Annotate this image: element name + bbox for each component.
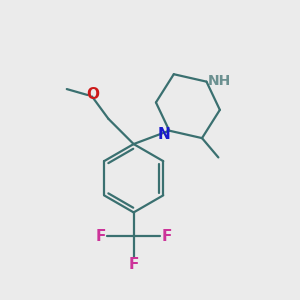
Text: F: F — [96, 229, 106, 244]
Text: NH: NH — [207, 74, 231, 88]
Text: F: F — [128, 257, 139, 272]
Text: O: O — [86, 87, 99, 102]
Text: F: F — [161, 229, 172, 244]
Text: N: N — [158, 127, 170, 142]
